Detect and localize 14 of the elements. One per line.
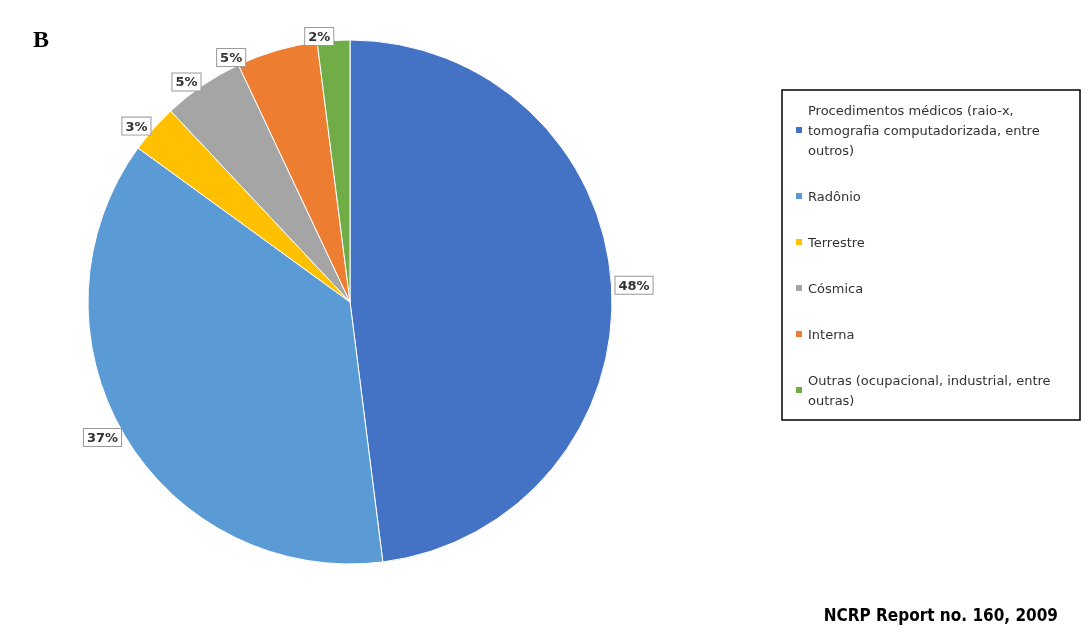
legend-label: Terrestre <box>807 234 865 250</box>
chart-title: B <box>33 26 50 52</box>
legend-label: Outras (ocupacional, industrial, entre outras) <box>808 372 1055 408</box>
legend-label: Radônio <box>808 188 861 204</box>
data-label: 5% <box>220 50 243 66</box>
text: NCRP Report no. 160, 2009 <box>823 604 1059 625</box>
data-label: 2% <box>308 29 331 45</box>
data-label: 48% <box>618 277 650 293</box>
data-label: 5% <box>175 74 198 90</box>
data-label: 3% <box>125 118 148 134</box>
data-label: 37% <box>86 429 119 445</box>
legend-label: Procedimentos médicos (raio-x, tomografia computadorizada, entre outros) <box>808 102 1044 158</box>
legend-label: Cósmica <box>808 280 864 296</box>
legend-label: Interna <box>808 326 855 342</box>
